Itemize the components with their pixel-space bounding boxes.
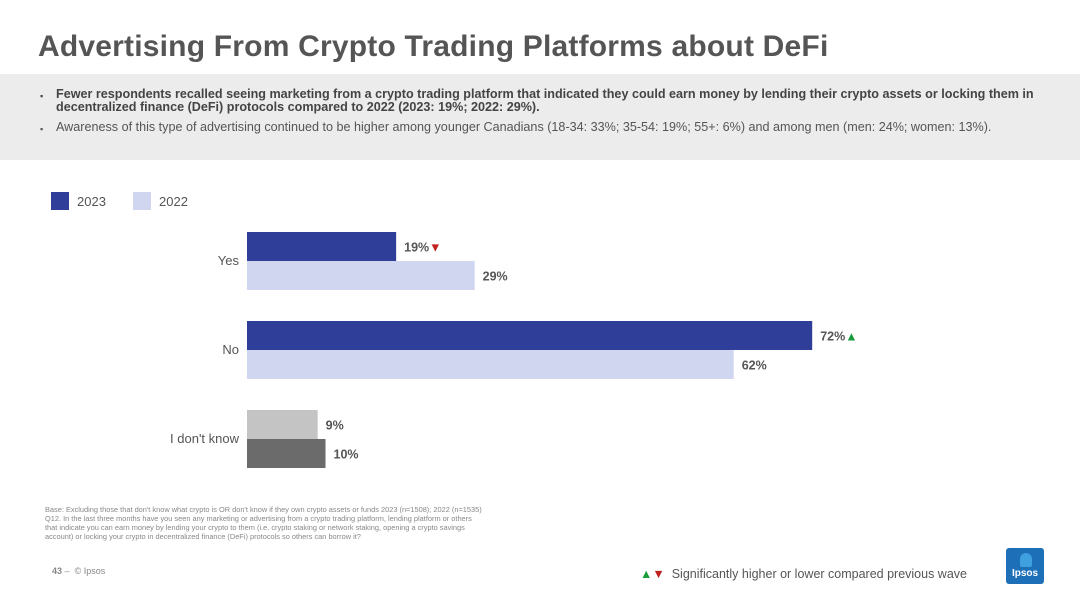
legend-label-2022: 2022: [159, 194, 188, 209]
footnote-line: Base: Excluding those that don't know wh…: [45, 505, 482, 514]
data-label: 19%▼: [404, 241, 441, 255]
bullet-marker: ▪: [40, 91, 44, 101]
logo-text: Ipsos: [1011, 568, 1039, 579]
footnote-line: that indicate you can earn money by lend…: [45, 523, 465, 532]
ipsos-logo: Ipsos: [1006, 548, 1044, 584]
data-label: 29%: [483, 270, 508, 284]
page-number: 43: [52, 566, 63, 576]
summary-bullet-2-text: Awareness of this type of advertising co…: [56, 120, 992, 134]
summary-bullet-1-text: Fewer respondents recalled seeing market…: [56, 87, 1034, 114]
category-label: Yes: [218, 253, 240, 268]
data-label: 62%: [742, 359, 767, 373]
page-separator: –: [64, 566, 70, 576]
footnote-line: Q12. In the last three months have you s…: [45, 514, 472, 523]
significance-note: Significantly higher or lower compared p…: [671, 567, 967, 581]
logo-shape: [1020, 553, 1032, 567]
bar-2022: [247, 439, 326, 468]
copyright: © Ipsos: [74, 566, 106, 576]
triangle-up-icon: ▲: [640, 567, 653, 581]
triangle-down-icon: ▼: [429, 241, 441, 255]
legend-label-2023: 2023: [77, 194, 106, 209]
bar-2022: [247, 350, 734, 379]
page-title: Advertising From Crypto Trading Platform…: [38, 30, 829, 63]
bar-2023: [247, 321, 813, 350]
bar-2023: [247, 232, 397, 261]
summary-bullet-1: ▪ Fewer respondents recalled seeing mark…: [40, 88, 1040, 114]
triangle-down-icon: ▼: [652, 567, 665, 581]
footnote-line: account) or locking your crypto in decen…: [45, 532, 361, 541]
bar-2023: [247, 410, 318, 439]
category-label: No: [222, 342, 239, 357]
summary-box: ▪ Fewer respondents recalled seeing mark…: [0, 74, 1080, 160]
bar-2022: [247, 261, 475, 290]
legend-swatch-2022: [133, 192, 151, 210]
data-label: 72%▲: [820, 330, 857, 344]
significance-legend: ▲▼ Significantly higher or lower compare…: [640, 567, 967, 581]
page-footer: 43 – © Ipsos: [52, 566, 105, 576]
triangle-up-icon: ▲: [845, 330, 857, 344]
footnote: Base: Excluding those that don't know wh…: [45, 505, 625, 541]
data-label: 9%: [326, 419, 344, 433]
legend-swatch-2023: [51, 192, 69, 210]
data-label: 10%: [334, 448, 359, 462]
category-label: I don't know: [170, 431, 240, 446]
bullet-marker: ▪: [40, 124, 44, 134]
summary-bullet-2: ▪ Awareness of this type of advertising …: [40, 120, 1040, 135]
